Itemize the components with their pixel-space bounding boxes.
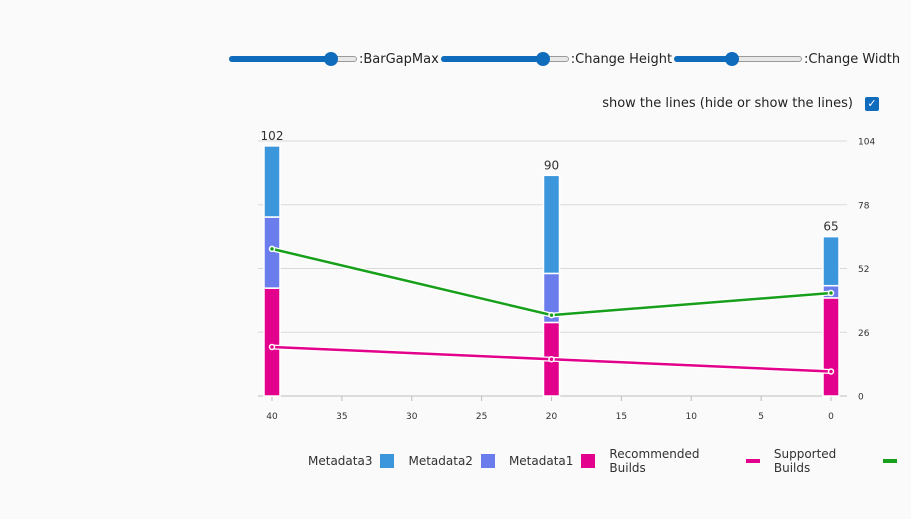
- y-tick-label: 104: [858, 138, 875, 148]
- y-tick-label: 52: [858, 265, 869, 275]
- check-icon: ✓: [867, 97, 877, 110]
- legend-label: Supported Builds: [773, 447, 837, 475]
- bar-segment-metadata1: [263, 287, 281, 397]
- legend-item[interactable]: Recommended Builds: [609, 447, 760, 475]
- legend-label: Metadata1: [508, 454, 574, 468]
- x-tick-label: 35: [336, 412, 347, 422]
- legend-swatch: [380, 454, 395, 468]
- bar-gap-max-slider[interactable]: [229, 49, 357, 69]
- change-height-label: :Change Height: [570, 51, 673, 67]
- slider-thumb[interactable]: [324, 52, 339, 66]
- line-point-supported-builds: [548, 311, 555, 319]
- change-width-control: :Change Width: [674, 49, 902, 69]
- y-tick-label: 26: [858, 329, 870, 339]
- bar-gap-max-control: :BarGapMax: [229, 49, 441, 69]
- bar-segment-metadata1: [822, 297, 840, 397]
- legend-item[interactable]: Metadata2: [408, 454, 495, 468]
- chart-controls: :BarGapMax :Change Height :Change Width: [229, 48, 902, 70]
- x-tick-label: 30: [406, 412, 418, 422]
- slider-thumb[interactable]: [724, 52, 739, 66]
- legend-label: Metadata2: [408, 454, 473, 468]
- bar-gap-max-label: :BarGapMax: [359, 51, 439, 67]
- change-width-label: :Change Width: [804, 51, 901, 67]
- line-point-supported-builds: [827, 289, 835, 297]
- line-point-recommended-builds: [548, 355, 555, 363]
- legend-swatch: [581, 454, 596, 468]
- x-tick-label: 20: [546, 412, 558, 422]
- line-point-supported-builds: [268, 245, 276, 253]
- x-tick-label: 0: [828, 412, 834, 422]
- change-height-control: :Change Height: [440, 49, 674, 69]
- x-tick-label: 25: [476, 412, 487, 422]
- bar-total-label: 90: [544, 158, 559, 172]
- bar-total-label: 102: [261, 129, 284, 143]
- legend-swatch: [883, 459, 897, 463]
- line-point-recommended-builds: [268, 343, 276, 351]
- change-width-slider[interactable]: [674, 49, 803, 69]
- legend-swatch: [480, 454, 495, 468]
- y-tick-label: 0: [858, 393, 864, 403]
- x-tick-label: 5: [758, 412, 764, 422]
- legend-item[interactable]: Metadata3: [308, 454, 395, 468]
- slider-thumb[interactable]: [536, 52, 551, 66]
- legend-item[interactable]: Supported Builds: [774, 447, 897, 475]
- x-tick-label: 10: [686, 412, 698, 422]
- legend-label: Metadata3: [308, 454, 373, 468]
- legend-item[interactable]: Metadata1: [508, 454, 596, 468]
- bar-segment-metadata3: [542, 174, 561, 275]
- line-point-recommended-builds: [827, 368, 835, 375]
- show-lines-toggle[interactable]: show the lines (hide or show the lines) …: [602, 96, 879, 111]
- x-tick-label: 15: [616, 412, 627, 422]
- bar-segment-metadata3: [263, 145, 281, 218]
- bar-total-label: 65: [823, 220, 838, 234]
- y-tick-label: 78: [858, 201, 870, 211]
- legend-label: Recommended Builds: [609, 447, 700, 475]
- show-lines-label: show the lines (hide or show the lines): [602, 96, 853, 111]
- chart-legend: Metadata3 Metadata2 Metadata1 Recommended B…: [308, 447, 911, 475]
- legend-swatch: [746, 459, 760, 463]
- change-height-slider[interactable]: [440, 49, 569, 69]
- bar-segment-metadata3: [822, 235, 840, 287]
- show-lines-checkbox[interactable]: ✓: [865, 96, 879, 111]
- x-tick-label: 40: [266, 412, 278, 422]
